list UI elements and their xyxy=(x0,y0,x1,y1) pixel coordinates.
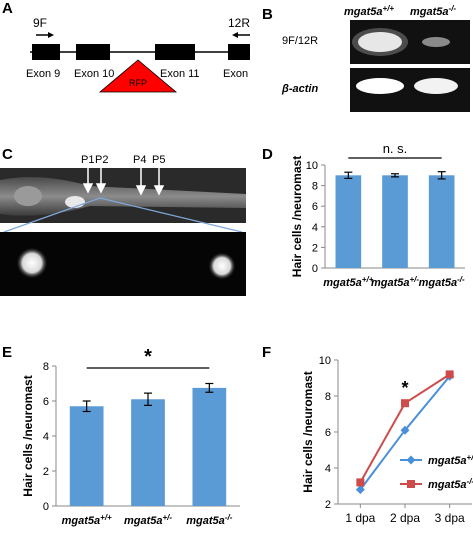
position-label-p4: P4 xyxy=(133,154,146,166)
position-arrows xyxy=(82,167,165,196)
chart-e-significance-label: * xyxy=(144,346,152,368)
chart-f-point-0-1 xyxy=(400,425,410,435)
zoom-line-left xyxy=(3,197,101,233)
band-wt-pcr xyxy=(358,32,402,52)
chart-d-ytick-label-6: 6 xyxy=(312,201,318,213)
chart-f-legend-marker-1 xyxy=(407,480,415,488)
chart-f-xtick-label-0: 1 dpa xyxy=(345,511,375,525)
chart-e-bar-0 xyxy=(69,406,104,506)
chart-d-bar-0 xyxy=(335,175,362,268)
zoom-line-right xyxy=(99,197,243,233)
chart-d-ytick-label-8: 8 xyxy=(312,181,318,193)
larva-body xyxy=(0,177,246,216)
primer-9f-label: 9F xyxy=(33,16,47,30)
chart-d-category-label-2: mgat5a-/- xyxy=(419,275,465,289)
chart-e-ytick-label-8: 8 xyxy=(43,361,49,373)
panel-label-e: E xyxy=(2,344,13,361)
chart-d-bar-1 xyxy=(382,175,408,268)
chart-e-ylabel: Hair cells /neuromast xyxy=(21,375,35,496)
primer-12r-arrowhead-icon xyxy=(232,32,238,38)
exon-9-box xyxy=(32,44,60,60)
position-label-p1: P1 xyxy=(81,154,94,166)
chart-e-category-label-0: mgat5a+/+ xyxy=(62,513,112,527)
exon-12-box xyxy=(228,44,250,60)
chart-f-ytick-label-6: 6 xyxy=(325,427,331,439)
exon-11-box xyxy=(155,44,195,60)
exon-label-11: Exon 11 xyxy=(160,68,200,80)
panel-label-d: D xyxy=(262,146,273,163)
chart-f-xtick-label-2: 3 dpa xyxy=(435,511,465,525)
chart-d-significance-label: n. s. xyxy=(383,141,408,156)
primer-9f-arrowhead-icon xyxy=(48,32,54,38)
chart-f-significance-label: * xyxy=(401,378,408,398)
chart-d: 0 2 4 6 8 10 mgat5a+/+mgat5a+/- mgat5a-/- Hair c… xyxy=(290,141,465,289)
rfp-insert-triangle xyxy=(98,59,178,93)
exon-label-12: Exon 12 xyxy=(223,68,250,80)
chart-d-category-label-0: mgat5a+/+ xyxy=(323,275,373,289)
chart-f-point-1-1 xyxy=(401,399,409,408)
chart-d-ytick-label-4: 4 xyxy=(312,222,318,234)
gel-row-label-actin: β-actin xyxy=(281,83,318,95)
chart-e-ytick-label-4: 4 xyxy=(43,431,49,443)
chart-f-point-0-0 xyxy=(355,485,365,495)
position-label-p5: P5 xyxy=(152,154,165,166)
chart-e: 0 2 4 6 8 mgat5a+/+ mgat5a+/- mgat5a-/- Hair cel… xyxy=(21,346,240,527)
chart-d-ytick-label-2: 2 xyxy=(312,242,318,254)
chart-f-ytick-label-4: 4 xyxy=(325,463,331,475)
chart-f-point-1-0 xyxy=(356,478,365,487)
chart-d-ylabel: Hair cells /neuromast xyxy=(290,156,304,277)
neuromast-left xyxy=(16,247,48,279)
chart-e-bar-2 xyxy=(192,387,227,506)
band-ko-pcr xyxy=(422,37,450,47)
larva-eye xyxy=(14,186,42,206)
exon-label-10: Exon 10 xyxy=(74,68,114,80)
panel-label-c: C xyxy=(2,146,13,163)
gel-genotype-ko: mgat5a-/- xyxy=(410,4,456,18)
chart-f: 2 4 6 8 10 1 dpa 2 dpa 3 dpa mgat5a+/+ mgat5a-/- *… xyxy=(301,355,473,525)
chart-f-ytick-label-2: 2 xyxy=(325,499,331,511)
chart-e-category-label-2: mgat5a-/- xyxy=(186,513,232,527)
chart-f-ylabel: Hair cells /neuromast xyxy=(301,371,315,492)
band-ko-actin xyxy=(414,78,458,94)
chart-f-legend-marker-0 xyxy=(406,455,416,465)
panel-label-a: A xyxy=(2,0,13,17)
chart-d-ytick-label-0: 0 xyxy=(312,263,318,275)
gel-row-label-pcr: 9F/12R xyxy=(282,35,318,47)
position-label-p2: P2 xyxy=(95,154,108,166)
gel-panel: mgat5a+/+ mgat5a-/- 9F/12R β-actin xyxy=(281,4,470,112)
exon-10-box xyxy=(76,44,110,60)
larva-image-panel: P1 P2 P4 P5 xyxy=(0,154,246,296)
panel-label-f: F xyxy=(262,344,272,361)
gene-diagram: RFP 9F 12R Exon 9 Exon 10 Exon 11 Exon 1… xyxy=(26,16,250,93)
chart-d-bar-2 xyxy=(428,175,455,268)
chart-f-ytick-label-10: 10 xyxy=(319,355,331,367)
chart-f-ytick-label-8: 8 xyxy=(325,391,331,403)
chart-e-bar-1 xyxy=(131,399,165,506)
chart-d-category-label-1: mgat5a+/- xyxy=(371,275,419,289)
chart-e-ytick-label-0: 0 xyxy=(43,501,49,513)
chart-e-ytick-label-2: 2 xyxy=(43,466,49,478)
chart-e-ytick-label-6: 6 xyxy=(43,396,49,408)
panel-label-b: B xyxy=(262,6,273,23)
larva-yolk xyxy=(65,196,85,208)
chart-f-xtick-label-1: 2 dpa xyxy=(390,511,420,525)
primer-12r-label: 12R xyxy=(228,16,250,30)
chart-e-category-label-1: mgat5a+/- xyxy=(124,513,172,527)
band-wt-actin xyxy=(356,78,404,94)
rfp-label: RFP xyxy=(129,78,147,88)
chart-f-point-1-2 xyxy=(445,370,454,379)
exon-label-9: Exon 9 xyxy=(26,68,60,80)
chart-f-legend-label-0: mgat5a+/+ xyxy=(428,453,473,467)
neuromast-right xyxy=(208,252,236,280)
chart-f-legend-label-1: mgat5a-/- xyxy=(428,477,473,491)
chart-d-ytick-label-10: 10 xyxy=(306,160,318,172)
gel-genotype-wt: mgat5a+/+ xyxy=(344,4,394,18)
